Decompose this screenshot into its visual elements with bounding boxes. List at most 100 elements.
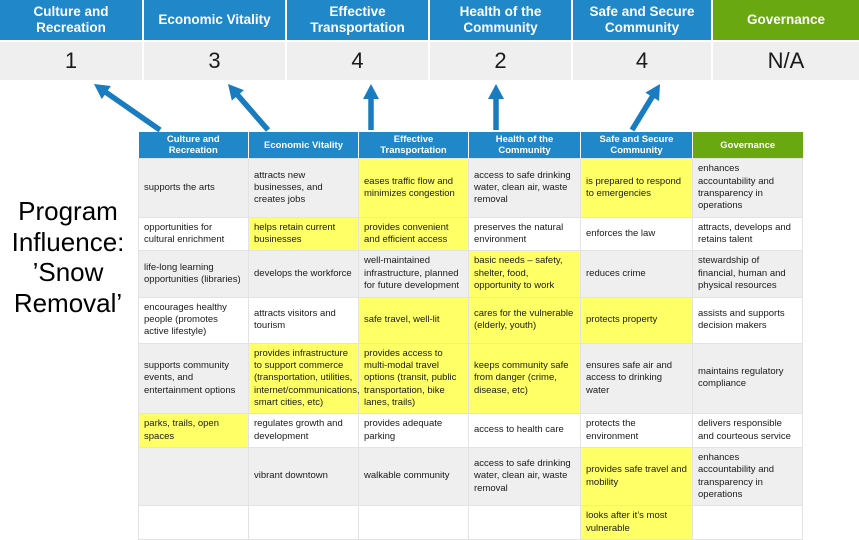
arrow-economic-vitality-shaft <box>231 88 271 132</box>
matrix-cell-economic-vitality: attracts visitors and tourism <box>248 296 359 344</box>
matrix-cell-economic-vitality: vibrant downtown <box>248 446 359 507</box>
matrix-header-label: Health of the Community <box>495 134 554 157</box>
scorecard-score-health-of-the-community: 2 <box>429 41 573 80</box>
matrix-cell-culture-and-recreation: supports the arts <box>138 158 249 218</box>
matrix-header-label: Safe and Secure Community <box>599 134 674 157</box>
scorecard-header-safe-and-secure-community: Safe and Secure Community <box>572 0 713 42</box>
matrix-cell-governance: enhances accountability and transparency… <box>692 446 803 507</box>
arrow-safe-and-secure-community-shaft <box>629 89 659 132</box>
matrix-cell-governance: delivers responsible and courteous servi… <box>692 413 803 448</box>
scorecard-header-label: Economic Vitality <box>158 12 271 28</box>
matrix-cell-economic-vitality <box>248 505 359 540</box>
matrix-cell-culture-and-recreation: encourages healthy people (promotes acti… <box>138 296 249 344</box>
matrix-row: supports community events, and entertain… <box>138 342 803 415</box>
matrix-cell-health-of-the-community: access to safe drinking water, clean air… <box>468 446 581 507</box>
matrix-cell-culture-and-recreation <box>138 446 249 507</box>
scorecard-header-economic-vitality: Economic Vitality <box>143 0 287 42</box>
matrix-cell-health-of-the-community: keeps community safe from danger (crime,… <box>468 342 581 415</box>
matrix-cell-governance: attracts, develops and retains talent <box>692 216 803 252</box>
matrix-cell-safe-and-secure-community: protects the environment <box>580 413 693 448</box>
scorecard-header-label: Effective Transportation <box>310 4 405 35</box>
matrix-cell-culture-and-recreation: supports community events, and entertain… <box>138 342 249 415</box>
matrix-cell-governance <box>692 505 803 540</box>
matrix-cell-culture-and-recreation <box>138 505 249 540</box>
scorecard-header-label: Safe and Secure Community <box>589 4 695 35</box>
caption-line-4: Removal’ <box>13 288 123 319</box>
matrix-cell-safe-and-secure-community: protects property <box>580 296 693 344</box>
matrix-row: opportunities for cultural enrichment hel… <box>138 216 803 252</box>
caption-line-2: Influence: <box>11 226 125 257</box>
matrix-cell-effective-transportation: eases traffic flow and minimizes congest… <box>358 158 469 218</box>
matrix-cell-governance: stewardship of financial, human and phys… <box>692 250 803 298</box>
matrix-cell-economic-vitality: regulates growth and development <box>248 413 359 448</box>
matrix-cell-health-of-the-community: access to safe drinking water, clean air… <box>468 158 581 218</box>
matrix-row: supports the arts attracts new businesses… <box>138 158 803 218</box>
matrix-cell-governance: enhances accountability and transparency… <box>692 158 803 218</box>
matrix-cell-safe-and-secure-community: enforces the law <box>580 216 693 252</box>
matrix-cell-culture-and-recreation: opportunities for cultural enrichment <box>138 216 249 252</box>
scorecard-score-effective-transportation: 4 <box>286 41 430 80</box>
matrix-row: looks after it’s most vulnerable <box>138 505 803 540</box>
scorecard-header-health-of-the-community: Health of the Community <box>429 0 573 42</box>
matrix-cell-culture-and-recreation: life-long learning opportunities (librar… <box>138 250 249 298</box>
influence-matrix: Culture and Recreation Economic Vitality E… <box>138 132 803 540</box>
matrix-cell-health-of-the-community: access to health care <box>468 413 581 448</box>
influence-matrix-table: Culture and Recreation Economic Vitality E… <box>138 132 803 540</box>
scorecard-header-effective-transportation: Effective Transportation <box>286 0 430 42</box>
scorecard-table: Culture and Recreation Economic Vitality… <box>0 0 859 80</box>
scorecard-header-label: Health of the Community <box>459 4 542 35</box>
arrow-economic-vitality <box>228 84 244 101</box>
matrix-header-label: Governance <box>720 139 776 151</box>
matrix-cell-governance: assists and supports decision makers <box>692 296 803 344</box>
arrow-culture-and-recreation <box>94 84 111 100</box>
arrow-health-of-the-community <box>488 84 504 99</box>
matrix-cell-culture-and-recreation: parks, trails, open spaces <box>138 413 249 448</box>
matrix-header-label: Effective Transportation <box>380 134 447 157</box>
matrix-cell-effective-transportation <box>358 505 469 540</box>
matrix-header-label: Culture and Recreation <box>166 134 220 157</box>
matrix-header-economic-vitality: Economic Vitality <box>248 132 359 159</box>
matrix-header-label: Economic Vitality <box>263 139 343 151</box>
scorecard-summary: Culture and Recreation Economic Vitality… <box>0 0 859 80</box>
matrix-cell-safe-and-secure-community: ensures safe air and access to drinking … <box>580 342 693 415</box>
matrix-header-row: Culture and Recreation Economic Vitality E… <box>138 132 803 159</box>
matrix-row: vibrant downtown walkable community access… <box>138 446 803 507</box>
matrix-cell-effective-transportation: provides convenient and efficient access <box>358 216 469 252</box>
scorecard-header-label: Culture and Recreation <box>33 4 109 35</box>
arrow-safe-and-secure-community <box>645 84 660 101</box>
matrix-cell-economic-vitality: attracts new businesses, and creates job… <box>248 158 359 218</box>
matrix-cell-safe-and-secure-community: looks after it’s most vulnerable <box>580 505 693 540</box>
scorecard-header-label: Governance <box>746 12 826 28</box>
matrix-header-health-of-the-community: Health of the Community <box>468 132 581 159</box>
matrix-cell-effective-transportation: provides access to multi-modal travel op… <box>358 342 469 415</box>
matrix-cell-health-of-the-community: preserves the natural environment <box>468 216 581 252</box>
matrix-header-safe-and-secure-community: Safe and Secure Community <box>580 132 693 159</box>
scorecard-header-governance: Governance <box>712 0 859 42</box>
matrix-row: life-long learning opportunities (librar… <box>138 250 803 298</box>
matrix-cell-safe-and-secure-community: is prepared to respond to emergencies <box>580 158 693 218</box>
matrix-cell-effective-transportation: safe travel, well-lit <box>358 296 469 344</box>
scorecard-score-row: 1 3 4 2 4 N/A <box>0 41 859 80</box>
program-influence-caption: Program Influence: ’Snow Removal’ <box>2 196 134 319</box>
matrix-header-culture-and-recreation: Culture and Recreation <box>138 132 249 159</box>
matrix-cell-economic-vitality: provides infrastructure to support comme… <box>248 342 360 415</box>
matrix-cell-economic-vitality: helps retain current businesses <box>248 216 359 252</box>
matrix-header-governance: Governance <box>692 132 803 159</box>
caption-line-3: ’Snow <box>32 257 104 288</box>
arrow-effective-transportation <box>363 84 379 99</box>
scorecard-score-safe-and-secure-community: 4 <box>572 41 713 80</box>
matrix-cell-health-of-the-community <box>468 505 581 540</box>
caption-line-1: Program <box>18 196 118 226</box>
scorecard-header-row: Culture and Recreation Economic Vitality… <box>0 0 859 42</box>
matrix-header-effective-transportation: Effective Transportation <box>358 132 469 159</box>
matrix-cell-effective-transportation: walkable community <box>358 446 469 507</box>
matrix-cell-effective-transportation: provides adequate parking <box>358 413 469 448</box>
scorecard-score-culture-and-recreation: 1 <box>0 41 144 80</box>
scorecard-header-culture-and-recreation: Culture and Recreation <box>0 0 144 42</box>
scorecard-score-economic-vitality: 3 <box>143 41 287 80</box>
scorecard-score-governance: N/A <box>712 41 859 80</box>
matrix-cell-health-of-the-community: basic needs – safety, shelter, food, opp… <box>468 250 581 298</box>
matrix-cell-governance: maintains regulatory compliance <box>692 342 803 415</box>
matrix-row: parks, trails, open spaces regulates grow… <box>138 413 803 448</box>
matrix-cell-safe-and-secure-community: reduces crime <box>580 250 693 298</box>
